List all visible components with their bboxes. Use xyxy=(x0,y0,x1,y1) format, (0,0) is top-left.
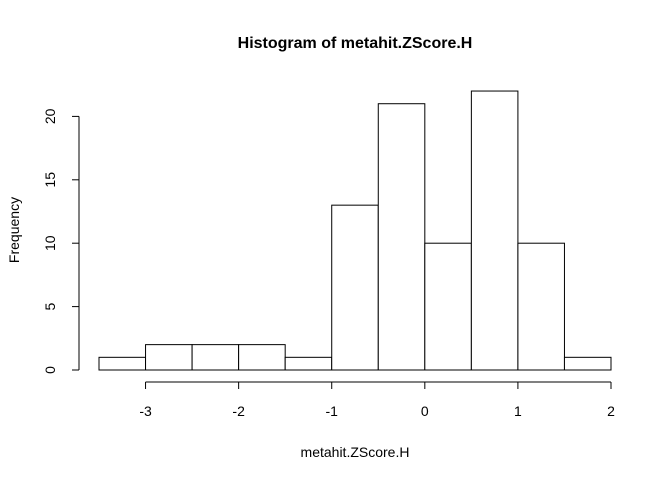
histogram-bar-6 xyxy=(377,103,426,371)
x-axis-label: metahit.ZScore.H xyxy=(301,444,410,460)
histogram-bar-0 xyxy=(98,356,147,371)
x-tick-label: 2 xyxy=(607,403,615,419)
histogram-bar-1 xyxy=(145,344,193,371)
histogram-bar-9 xyxy=(517,242,565,371)
y-tick-label: 10 xyxy=(42,235,58,251)
x-tick-label: 0 xyxy=(421,403,429,419)
x-tick-label: 1 xyxy=(514,403,522,419)
x-tick-label: -3 xyxy=(139,403,152,419)
y-axis: 0 5 10 15 20 xyxy=(42,108,80,374)
y-tick-label: 5 xyxy=(42,302,58,310)
x-tick-label: -2 xyxy=(232,403,245,419)
histogram-bar-8 xyxy=(470,90,519,371)
x-tick-label: -1 xyxy=(326,403,339,419)
y-tick-label: 0 xyxy=(42,366,58,374)
histogram-bar-4 xyxy=(284,356,333,371)
y-tick-label: 15 xyxy=(42,172,58,188)
histogram-bar-3 xyxy=(238,344,286,371)
histogram-bar-2 xyxy=(191,344,240,371)
chart-title: Histogram of metahit.ZScore.H xyxy=(238,35,473,52)
x-axis: -3 -2 -1 0 1 2 xyxy=(139,381,615,419)
histogram-bar-5 xyxy=(331,204,379,371)
histogram-bar-10 xyxy=(563,356,612,371)
bars-group xyxy=(98,90,612,371)
y-axis-label: Frequency xyxy=(6,197,22,263)
y-tick-label: 20 xyxy=(42,108,58,124)
histogram-bar-7 xyxy=(424,242,472,371)
